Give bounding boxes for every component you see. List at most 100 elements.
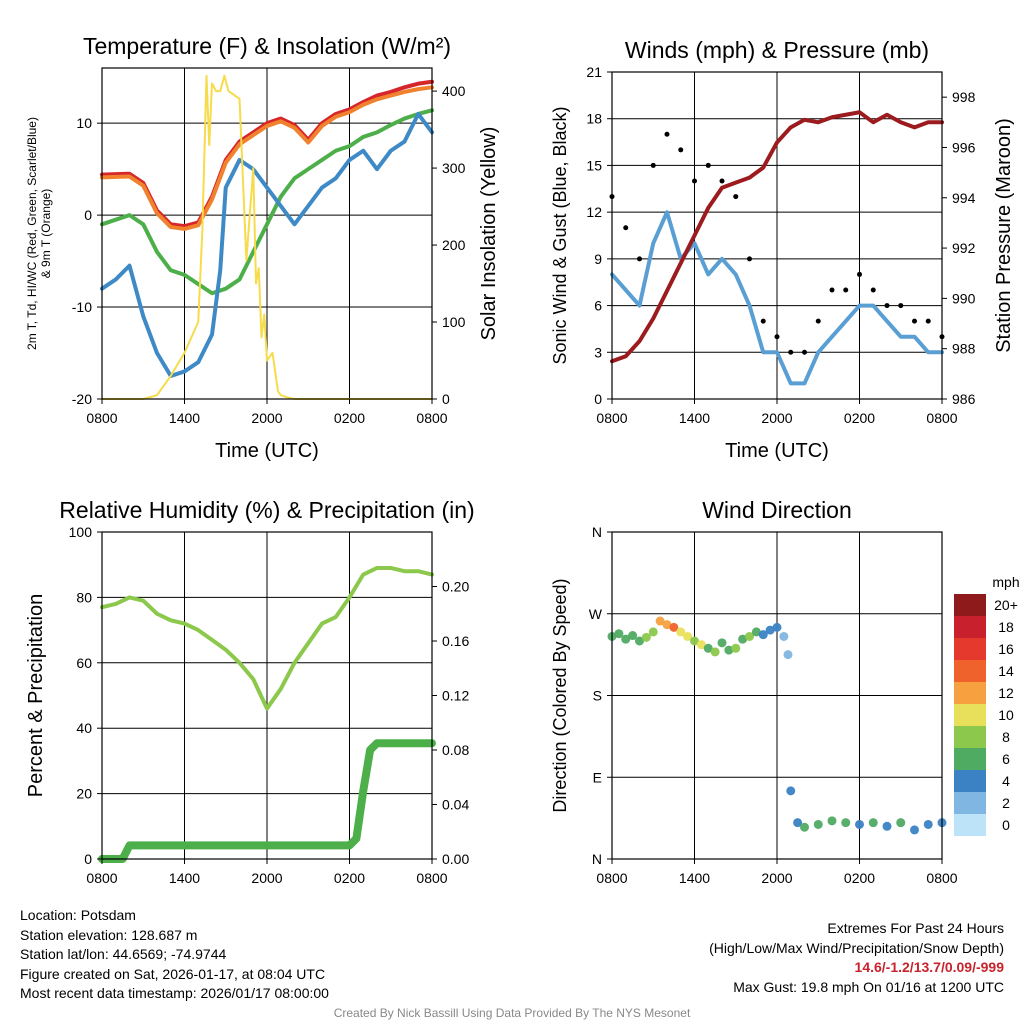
y-tick-label: 10 bbox=[76, 115, 92, 131]
extremes-title: Extremes For Past 24 Hours bbox=[827, 920, 1004, 936]
x-tick-label: 2000 bbox=[761, 410, 792, 426]
y-tick-label: 15 bbox=[586, 157, 602, 173]
y-tick-label: 0 bbox=[84, 851, 92, 867]
x-axis-label: Time (UTC) bbox=[215, 440, 319, 462]
colorbar-swatch bbox=[954, 704, 986, 726]
direction-point bbox=[648, 627, 658, 637]
location-text: Location: Potsdam bbox=[20, 907, 136, 923]
colorbar-label: 20+ bbox=[994, 597, 1018, 613]
x-tick-label: 0800 bbox=[86, 410, 117, 426]
x-axis-label: Time (UTC) bbox=[725, 440, 829, 462]
gust-point bbox=[802, 349, 807, 355]
x-tick-label: 0800 bbox=[596, 870, 627, 886]
extremes-values: 14.6/-1.2/13.7/0.09/-999 bbox=[854, 959, 1004, 976]
colorbar-swatch bbox=[954, 660, 986, 682]
colorbar-label: 10 bbox=[998, 707, 1014, 723]
gust-point bbox=[678, 147, 684, 153]
colorbar-label: 16 bbox=[998, 641, 1014, 657]
direction-point bbox=[800, 822, 809, 832]
direction-point bbox=[731, 643, 741, 653]
y2-tick-label: 0 bbox=[442, 391, 450, 407]
x-tick-label: 0800 bbox=[596, 410, 627, 426]
colorbar-swatch bbox=[954, 748, 986, 770]
gust-point bbox=[870, 287, 876, 293]
colorbar-label: 6 bbox=[1002, 751, 1010, 767]
y-tick-label: 21 bbox=[586, 64, 602, 80]
created-text: Figure created on Sat, 2026-01-17, at 08… bbox=[20, 965, 326, 982]
direction-point bbox=[751, 627, 761, 637]
gust-point bbox=[733, 194, 739, 200]
gust-point bbox=[650, 162, 656, 168]
gust-point bbox=[664, 131, 670, 137]
y2-tick-label: 990 bbox=[952, 290, 976, 306]
direction-point bbox=[758, 630, 768, 640]
colorbar-label: 12 bbox=[998, 685, 1014, 701]
y-tick-label: E bbox=[593, 769, 602, 785]
y2-tick-label: 0.16 bbox=[442, 633, 469, 649]
y-tick-label: 100 bbox=[69, 524, 93, 540]
direction-point bbox=[724, 645, 734, 655]
x-tick-label: 0800 bbox=[86, 870, 117, 886]
y-tick-label: 18 bbox=[586, 111, 602, 127]
colorbar-swatch bbox=[954, 770, 986, 792]
y-tick-label: S bbox=[593, 688, 602, 704]
x-tick-label: 1400 bbox=[169, 870, 200, 886]
gust-point bbox=[857, 271, 862, 277]
y-tick-label: W bbox=[589, 606, 603, 622]
colorbar-label: 14 bbox=[998, 663, 1014, 679]
direction-point bbox=[662, 620, 672, 630]
y-tick-label: 80 bbox=[76, 589, 92, 605]
y-tick-label: 0 bbox=[84, 207, 92, 223]
y2-tick-label: 200 bbox=[442, 237, 466, 253]
direction-point bbox=[793, 818, 803, 828]
x-tick-label: 1400 bbox=[169, 410, 200, 426]
series-line-precipitation bbox=[98, 739, 436, 863]
x-tick-label: 0800 bbox=[926, 410, 957, 426]
y-axis-label: Direction (Colored By Speed) bbox=[550, 578, 570, 812]
y-tick-label: -10 bbox=[72, 299, 92, 315]
extremes-subtitle: (High/Low/Max Wind/Precipitation/Snow De… bbox=[709, 939, 1004, 956]
colorbar-label: 18 bbox=[998, 619, 1014, 635]
x-tick-label: 0200 bbox=[844, 870, 875, 886]
extremes-box: Extremes For Past 24 Hours (High/Low/Max… bbox=[709, 919, 1004, 997]
station-info: Location: Potsdam Station elevation: 128… bbox=[20, 906, 329, 1004]
gust-point bbox=[747, 256, 752, 262]
colorbar-swatch bbox=[954, 682, 986, 704]
direction-point bbox=[855, 819, 864, 829]
series-line-relative-humidity bbox=[100, 565, 434, 711]
gust-point bbox=[774, 334, 780, 340]
chart-title: Wind Direction bbox=[702, 497, 852, 523]
gust-point bbox=[637, 256, 642, 262]
direction-point bbox=[745, 631, 754, 641]
direction-point bbox=[765, 625, 775, 635]
y2-tick-label: 986 bbox=[952, 391, 976, 407]
series-line-station-pressure bbox=[610, 110, 944, 364]
series-line-sonic-wind bbox=[610, 210, 944, 386]
direction-point bbox=[868, 818, 878, 828]
series-line-solar-insolation bbox=[101, 74, 433, 400]
y2-tick-label: 996 bbox=[952, 139, 976, 155]
gust-point bbox=[705, 162, 711, 168]
colorbar-label: 4 bbox=[1002, 773, 1010, 789]
direction-point bbox=[772, 622, 782, 632]
credit-line: Created By Nick Bassill Using Data Provi… bbox=[333, 1006, 691, 1020]
direction-point bbox=[669, 622, 679, 632]
direction-point bbox=[717, 638, 727, 648]
y2-tick-label: 992 bbox=[952, 240, 976, 256]
y-tick-label: 12 bbox=[586, 204, 602, 220]
direction-point bbox=[628, 631, 638, 641]
colorbar-label: 2 bbox=[1002, 795, 1010, 811]
x-tick-label: 1400 bbox=[679, 870, 710, 886]
y2-tick-label: 0.00 bbox=[442, 851, 469, 867]
gust-point bbox=[623, 225, 629, 231]
y2-tick-label: 988 bbox=[952, 341, 976, 357]
series-line-9m-t bbox=[100, 85, 434, 231]
y-axis-label: Sonic Wind & Gust (Blue, Black) bbox=[550, 106, 570, 364]
x-tick-label: 2000 bbox=[251, 870, 282, 886]
direction-point bbox=[896, 818, 906, 828]
colorbar-swatch bbox=[954, 638, 986, 660]
direction-point bbox=[827, 816, 837, 826]
direction-point bbox=[641, 632, 651, 642]
gust-point bbox=[719, 178, 725, 184]
